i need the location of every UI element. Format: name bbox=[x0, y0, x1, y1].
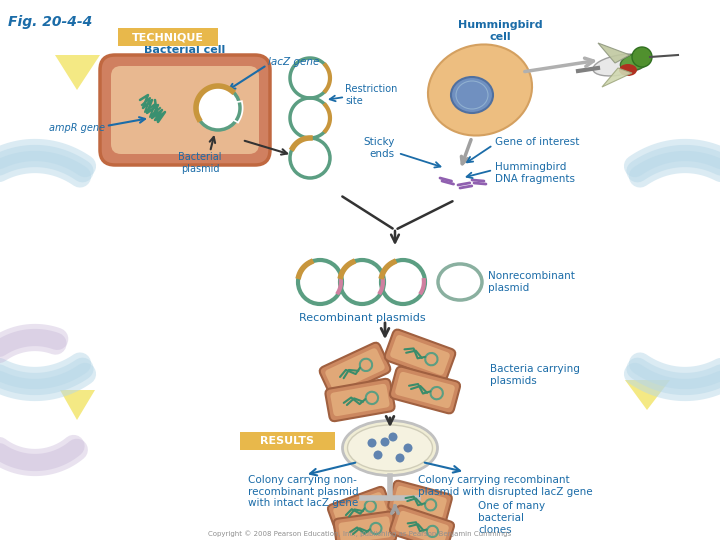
Text: Gene of interest: Gene of interest bbox=[495, 137, 580, 147]
FancyBboxPatch shape bbox=[240, 432, 335, 450]
Text: Sticky
ends: Sticky ends bbox=[364, 137, 395, 159]
Circle shape bbox=[380, 437, 390, 447]
Circle shape bbox=[374, 450, 382, 460]
Text: Fig. 20-4-4: Fig. 20-4-4 bbox=[8, 15, 92, 29]
Polygon shape bbox=[602, 68, 632, 87]
Ellipse shape bbox=[619, 64, 637, 76]
Circle shape bbox=[389, 433, 397, 442]
Ellipse shape bbox=[593, 54, 647, 76]
Ellipse shape bbox=[348, 425, 433, 471]
Polygon shape bbox=[625, 380, 670, 410]
FancyBboxPatch shape bbox=[384, 329, 455, 380]
FancyBboxPatch shape bbox=[320, 343, 390, 397]
Text: lacZ gene: lacZ gene bbox=[268, 57, 320, 67]
FancyBboxPatch shape bbox=[100, 55, 270, 165]
Text: Hummingbird
cell: Hummingbird cell bbox=[458, 20, 542, 42]
FancyBboxPatch shape bbox=[330, 384, 390, 416]
FancyBboxPatch shape bbox=[111, 66, 259, 154]
Circle shape bbox=[367, 438, 377, 448]
Ellipse shape bbox=[196, 86, 240, 130]
Text: Copyright © 2008 Pearson Education, Inc., publishing as Pearson Benjamin Cumming: Copyright © 2008 Pearson Education, Inc.… bbox=[208, 530, 512, 537]
FancyBboxPatch shape bbox=[338, 516, 392, 540]
Text: Recombinant plasmids: Recombinant plasmids bbox=[299, 313, 426, 323]
Polygon shape bbox=[598, 43, 630, 63]
Circle shape bbox=[403, 443, 413, 453]
FancyBboxPatch shape bbox=[390, 505, 454, 540]
FancyBboxPatch shape bbox=[390, 335, 450, 375]
Text: One of many
bacterial
clones: One of many bacterial clones bbox=[478, 502, 545, 535]
Text: Hummingbird
DNA fragments: Hummingbird DNA fragments bbox=[495, 162, 575, 184]
Text: Colony carrying non-
recombinant plasmid
with intact lacZ gene: Colony carrying non- recombinant plasmid… bbox=[248, 475, 359, 508]
Text: Restriction
site: Restriction site bbox=[345, 84, 397, 106]
FancyBboxPatch shape bbox=[390, 367, 460, 413]
FancyBboxPatch shape bbox=[388, 481, 452, 523]
FancyBboxPatch shape bbox=[118, 28, 218, 46]
Text: RESULTS: RESULTS bbox=[260, 436, 314, 446]
Ellipse shape bbox=[451, 77, 493, 113]
Text: Colony carrying recombinant
plasmid with disrupted lacZ gene: Colony carrying recombinant plasmid with… bbox=[418, 475, 593, 497]
FancyBboxPatch shape bbox=[395, 372, 455, 408]
Text: ampR gene: ampR gene bbox=[49, 123, 105, 133]
Circle shape bbox=[395, 454, 405, 462]
FancyBboxPatch shape bbox=[325, 348, 384, 392]
FancyBboxPatch shape bbox=[333, 492, 387, 528]
FancyBboxPatch shape bbox=[395, 511, 449, 540]
FancyBboxPatch shape bbox=[334, 511, 396, 540]
Text: Bacterial cell: Bacterial cell bbox=[145, 45, 225, 55]
FancyBboxPatch shape bbox=[325, 379, 395, 421]
Circle shape bbox=[632, 47, 652, 67]
Ellipse shape bbox=[621, 53, 649, 71]
Ellipse shape bbox=[428, 44, 532, 136]
FancyBboxPatch shape bbox=[328, 487, 392, 533]
FancyBboxPatch shape bbox=[393, 486, 446, 518]
Polygon shape bbox=[60, 390, 95, 420]
Text: Bacterial
plasmid: Bacterial plasmid bbox=[179, 152, 222, 173]
Ellipse shape bbox=[343, 421, 438, 476]
Polygon shape bbox=[55, 55, 100, 90]
Text: Nonrecombinant
plasmid: Nonrecombinant plasmid bbox=[488, 271, 575, 293]
Text: TECHNIQUE: TECHNIQUE bbox=[132, 32, 204, 42]
Text: Bacteria carrying
plasmids: Bacteria carrying plasmids bbox=[490, 364, 580, 386]
